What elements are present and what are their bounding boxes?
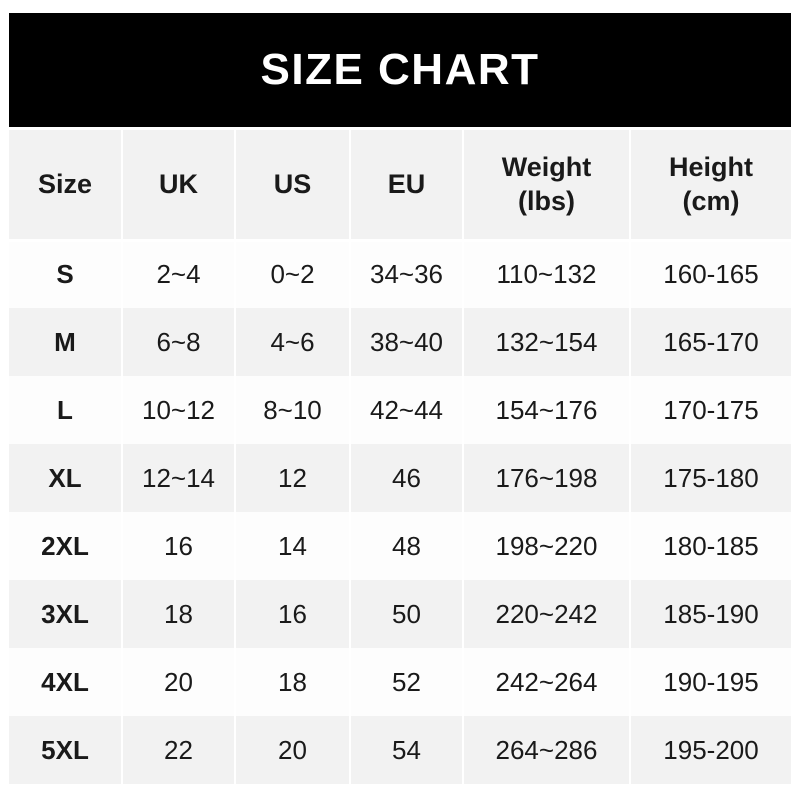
cell-us: 14 xyxy=(234,512,351,580)
cell-uk: 20 xyxy=(121,648,236,716)
cell-us: 16 xyxy=(234,580,351,648)
title-banner: SIZE CHART xyxy=(9,13,791,127)
table-row: 5XL 22 20 54 264~286 195-200 xyxy=(9,716,791,784)
cell-weight: 176~198 xyxy=(462,444,631,512)
cell-us: 20 xyxy=(234,716,351,784)
cell-us: 4~6 xyxy=(234,308,351,376)
column-header-uk: UK xyxy=(121,130,236,242)
cell-size: M xyxy=(9,308,123,376)
column-header-height-line1: Height xyxy=(669,151,753,182)
cell-height: 195-200 xyxy=(629,716,791,784)
cell-weight: 154~176 xyxy=(462,376,631,444)
table-row: 3XL 18 16 50 220~242 185-190 xyxy=(9,580,791,648)
column-header-us: US xyxy=(234,130,351,242)
cell-us: 0~2 xyxy=(234,240,351,308)
column-header-weight-line2: (lbs) xyxy=(518,186,575,217)
page-title: SIZE CHART xyxy=(260,45,540,94)
cell-weight: 110~132 xyxy=(462,240,631,308)
cell-uk: 10~12 xyxy=(121,376,236,444)
cell-size: XL xyxy=(9,444,123,512)
table-header-row: Size UK US EU Weight (lbs) Height (cm) xyxy=(9,130,791,242)
cell-uk: 16 xyxy=(121,512,236,580)
cell-weight: 242~264 xyxy=(462,648,631,716)
cell-weight: 264~286 xyxy=(462,716,631,784)
cell-eu: 48 xyxy=(349,512,464,580)
cell-eu: 50 xyxy=(349,580,464,648)
cell-height: 165-170 xyxy=(629,308,791,376)
cell-height: 160-165 xyxy=(629,240,791,308)
cell-weight: 132~154 xyxy=(462,308,631,376)
column-header-height-line2: (cm) xyxy=(682,186,740,217)
cell-weight: 198~220 xyxy=(462,512,631,580)
cell-eu: 38~40 xyxy=(349,308,464,376)
table-row: L 10~12 8~10 42~44 154~176 170-175 xyxy=(9,376,791,444)
column-header-weight: Weight (lbs) xyxy=(462,130,631,242)
cell-height: 190-195 xyxy=(629,648,791,716)
cell-weight: 220~242 xyxy=(462,580,631,648)
cell-uk: 12~14 xyxy=(121,444,236,512)
cell-us: 18 xyxy=(234,648,351,716)
cell-size: 3XL xyxy=(9,580,123,648)
cell-size: L xyxy=(9,376,123,444)
cell-eu: 34~36 xyxy=(349,240,464,308)
cell-uk: 22 xyxy=(121,716,236,784)
size-chart-table: Size UK US EU Weight (lbs) Height (cm) S… xyxy=(9,130,791,784)
cell-eu: 54 xyxy=(349,716,464,784)
cell-eu: 46 xyxy=(349,444,464,512)
column-header-weight-line1: Weight xyxy=(501,151,592,182)
cell-us: 12 xyxy=(234,444,351,512)
cell-size: S xyxy=(9,240,123,308)
table-row: 2XL 16 14 48 198~220 180-185 xyxy=(9,512,791,580)
column-header-size: Size xyxy=(9,130,123,242)
cell-uk: 18 xyxy=(121,580,236,648)
cell-height: 170-175 xyxy=(629,376,791,444)
cell-height: 175-180 xyxy=(629,444,791,512)
cell-height: 180-185 xyxy=(629,512,791,580)
column-header-height: Height (cm) xyxy=(629,130,791,242)
table-row: XL 12~14 12 46 176~198 175-180 xyxy=(9,444,791,512)
table-row: S 2~4 0~2 34~36 110~132 160-165 xyxy=(9,240,791,308)
cell-size: 4XL xyxy=(9,648,123,716)
cell-height: 185-190 xyxy=(629,580,791,648)
cell-us: 8~10 xyxy=(234,376,351,444)
table-row: 4XL 20 18 52 242~264 190-195 xyxy=(9,648,791,716)
table-row: M 6~8 4~6 38~40 132~154 165-170 xyxy=(9,308,791,376)
table-body: S 2~4 0~2 34~36 110~132 160-165 M 6~8 4~6 38~40 13… xyxy=(9,240,791,784)
cell-size: 5XL xyxy=(9,716,123,784)
column-header-eu: EU xyxy=(349,130,464,242)
cell-eu: 52 xyxy=(349,648,464,716)
cell-uk: 6~8 xyxy=(121,308,236,376)
cell-eu: 42~44 xyxy=(349,376,464,444)
table-header: Size UK US EU Weight (lbs) Height (cm) xyxy=(9,130,791,242)
cell-size: 2XL xyxy=(9,512,123,580)
cell-uk: 2~4 xyxy=(121,240,236,308)
